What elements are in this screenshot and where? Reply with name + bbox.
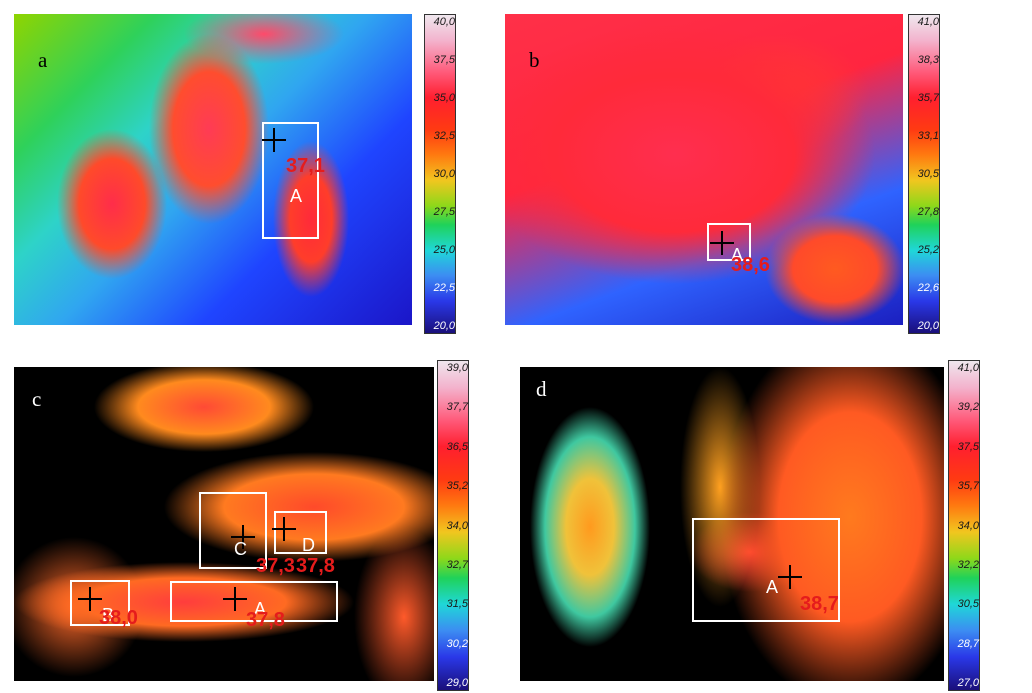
roi-box-b <box>70 580 130 626</box>
color-scale-c <box>437 360 469 691</box>
panel-label-b: b <box>529 48 540 72</box>
scale-ticks-b: 41,0 38,3 35,7 33,1 30,5 27,8 25,2 22,6 … <box>917 16 939 332</box>
roi-label-b: A <box>731 245 744 265</box>
crosshair-marker <box>710 231 734 255</box>
temperature-reading-c: 37,3 <box>256 555 295 577</box>
crosshair-marker <box>223 587 247 611</box>
temperature-reading-b: 38,0 <box>99 607 138 629</box>
crosshair-marker <box>231 525 255 549</box>
temperature-reading-a: 37,8 <box>246 609 285 631</box>
roi-box-a <box>692 518 840 622</box>
roi-box-b <box>707 223 751 261</box>
color-scale-d <box>948 360 980 691</box>
scale-ticks-a: 40,0 37,5 35,0 32,5 30,0 27,5 25,0 22,5 … <box>433 16 455 332</box>
thermal-image-a: a A 37,1 <box>14 14 412 325</box>
roi-label-a: A <box>766 577 779 597</box>
roi-label-a: A <box>254 599 267 619</box>
thermal-image-b: b A 38,6 <box>505 14 903 325</box>
panel-label-d: d <box>536 377 547 401</box>
temperature-reading-a: 38,7 <box>800 593 839 615</box>
temperature-reading-b: 38,6 <box>731 254 770 276</box>
temperature-reading-a: 37,1 <box>286 155 325 177</box>
roi-box-d <box>274 511 327 554</box>
crosshair-marker <box>272 517 296 541</box>
thermal-image-d: d A 38,7 <box>520 367 944 681</box>
roi-box-a <box>170 581 338 622</box>
crosshair-marker <box>262 128 286 152</box>
scale-ticks-d: 41,0 39,2 37,5 35,7 34,0 32,2 30,5 28,7 … <box>957 362 979 689</box>
color-scale-a <box>424 14 456 334</box>
roi-label-b: B <box>102 605 115 625</box>
color-scale-b <box>908 14 940 334</box>
scale-ticks-c: 39,0 37,7 36,5 35,2 34,0 32,7 31,5 30,2 … <box>446 362 468 689</box>
roi-box-c <box>199 492 267 569</box>
roi-box-a <box>262 122 319 239</box>
thermal-image-c: c C 37,3 D 37,8 B 38,0 A 37,8 <box>14 367 434 681</box>
roi-label-c: C <box>234 539 247 559</box>
panel-label-c: c <box>32 387 42 411</box>
roi-label-a: A <box>290 186 303 206</box>
crosshair-marker <box>778 565 802 589</box>
temperature-reading-d: 37,8 <box>296 555 335 577</box>
crosshair-marker <box>78 587 102 611</box>
roi-label-d: D <box>302 535 315 555</box>
panel-label-a: a <box>38 48 48 72</box>
